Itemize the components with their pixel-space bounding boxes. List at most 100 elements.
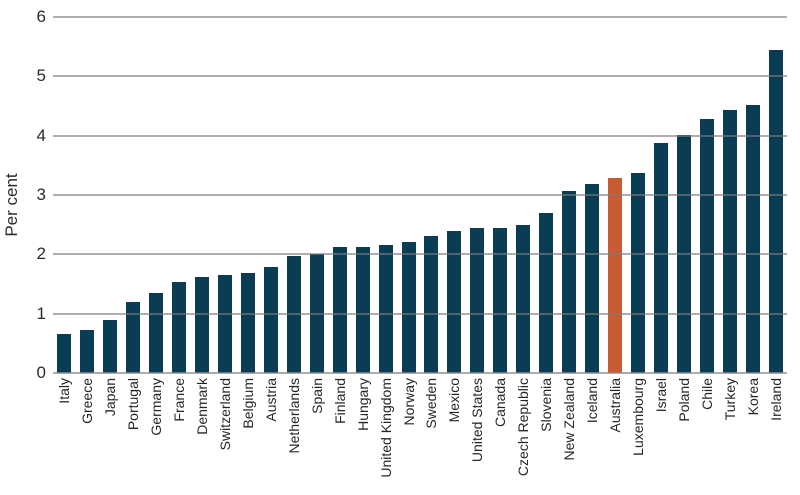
x-tick-label-chile: Chile [698,378,715,410]
bar-greece [80,329,95,373]
x-tick-label-korea: Korea [744,378,761,416]
bar-canada [493,228,508,373]
bar-slot [558,190,581,373]
x-label-slot: Ireland [764,378,787,492]
bar-slot [718,109,741,373]
bar-slot [214,275,237,373]
bar-germany [149,292,164,373]
x-label-slot: Australia [604,378,627,492]
x-tick-label-portugal: Portugal [125,378,142,431]
x-tick-label-france: France [171,378,188,422]
bar-new-zealand [562,190,577,373]
x-label-slot: Mexico [443,378,466,492]
x-label-slot: Switzerland [214,378,237,492]
bar-norway [401,241,416,373]
x-tick-label-luxembourg: Luxembourg [629,378,646,456]
bar-slot [581,183,604,373]
bar-australia [607,178,622,373]
x-label-slot: Korea [741,378,764,492]
x-label-slot: United Kingdom [374,378,397,492]
y-tick-label: 2 [36,244,46,264]
bar-slot [145,292,168,373]
bar-poland [676,135,691,373]
bar-slot [191,276,214,373]
x-label-slot: Greece [76,378,99,492]
bar-united-states [470,228,485,373]
x-label-slot: Chile [695,378,718,492]
x-tick-label-germany: Germany [148,378,165,436]
bar-slot [466,228,489,373]
bar-slot [168,281,191,373]
bar-slot [489,228,512,373]
x-tick-label-australia: Australia [606,378,623,433]
bar-czech-republic [516,224,531,373]
bar-luxembourg [630,173,645,373]
y-tick-label: 4 [36,125,46,145]
bar-spain [309,254,324,373]
bar-slot [53,334,76,373]
x-label-slot: New Zealand [558,378,581,492]
bar-mexico [447,231,462,373]
x-tick-label-finland: Finland [331,378,348,424]
bar-slot [374,245,397,373]
x-tick-label-spain: Spain [308,378,325,414]
x-tick-label-mexico: Mexico [446,378,463,423]
x-tick-label-canada: Canada [492,378,509,428]
bar-slot [443,231,466,373]
x-label-slot: Germany [145,378,168,492]
x-label-slot: France [168,378,191,492]
x-label-slot: Denmark [191,378,214,492]
bar-italy [57,334,72,373]
bar-slovenia [539,212,554,373]
bar-slot [76,329,99,373]
x-tick-label-united-kingdom: United Kingdom [377,378,394,478]
bar-japan [103,320,118,373]
x-tick-label-hungary: Hungary [354,378,371,431]
bar-sweden [424,235,439,373]
x-tick-label-belgium: Belgium [239,378,256,429]
x-label-slot: Poland [672,378,695,492]
x-axis-labels: Italy Greece Japan Portugal Germany France Den… [53,378,787,492]
x-label-slot: Norway [397,378,420,492]
x-label-slot: Sweden [420,378,443,492]
bar-iceland [585,183,600,373]
bar-slot [535,212,558,373]
x-tick-label-denmark: Denmark [194,378,211,435]
x-label-slot: Slovenia [535,378,558,492]
bar-slot [397,241,420,373]
x-label-slot: Czech Republic [512,378,535,492]
x-label-slot: Iceland [581,378,604,492]
x-label-slot: Finland [328,378,351,492]
bar-austria [263,267,278,373]
bar-ireland [768,49,783,373]
bar-slot [512,224,535,373]
bar-slot [328,247,351,373]
x-label-slot: Canada [489,378,512,492]
y-tick-label: 0 [36,363,46,382]
bar-slot [420,235,443,373]
bar-slot [351,247,374,373]
x-tick-label-czech-republic: Czech Republic [515,378,532,477]
bar-korea [745,105,760,373]
x-label-slot: Austria [259,378,282,492]
bar-slot [695,119,718,373]
y-tick-label: 1 [36,303,46,323]
x-label-slot: Spain [305,378,328,492]
bar-slot [626,173,649,373]
bar-turkey [722,109,737,373]
x-tick-label-new-zealand: New Zealand [561,378,578,461]
bar-netherlands [286,256,301,373]
bar-slot [741,105,764,373]
bar-denmark [195,276,210,373]
x-tick-label-iceland: Iceland [584,378,601,424]
x-label-slot: Belgium [237,378,260,492]
bar-slot [237,273,260,373]
x-label-slot: Portugal [122,378,145,492]
x-label-slot: Israel [649,378,672,492]
bar-switzerland [218,275,233,373]
x-label-slot: Turkey [718,378,741,492]
x-tick-label-united-states: United States [469,378,486,463]
x-tick-label-greece: Greece [79,378,96,424]
bar-belgium [240,273,255,373]
